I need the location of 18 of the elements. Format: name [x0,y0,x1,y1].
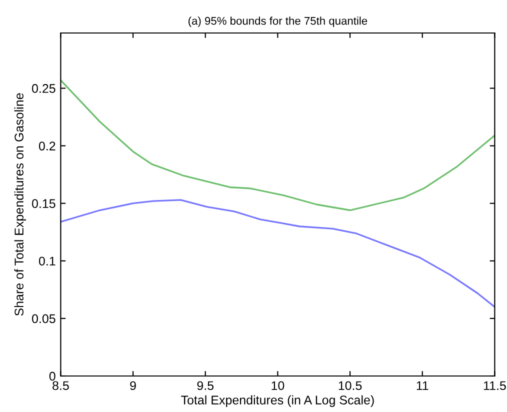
x-tick-label: 11 [416,381,428,390]
x-tick-label: 10.5 [338,381,362,390]
x-tick-label: 10 [272,381,284,390]
line-series [60,79,495,212]
chart-title: (a) 95% bounds for the 75th quantile [188,16,368,27]
y-tick-label: 0.2 [38,142,56,150]
y-tick-label: 0.1 [38,256,56,266]
x-tick-label: 11.5 [484,381,506,390]
x-tick-label: 8.5 [52,381,69,390]
y-tick-label: 0 [49,372,56,381]
y-axis-title: Share of Total Expenditures on Gasoline [14,93,26,316]
x-axis-title: Total Expenditures (in A Log Scale) [181,395,374,407]
x-tick-label: 9 [130,381,136,390]
y-tick-label: 0.15 [32,199,56,208]
x-tick-label: 9.5 [197,381,214,390]
line-series [60,199,495,308]
y-tick-label: 0.25 [32,84,56,93]
y-tick-label: 0.05 [32,314,56,324]
